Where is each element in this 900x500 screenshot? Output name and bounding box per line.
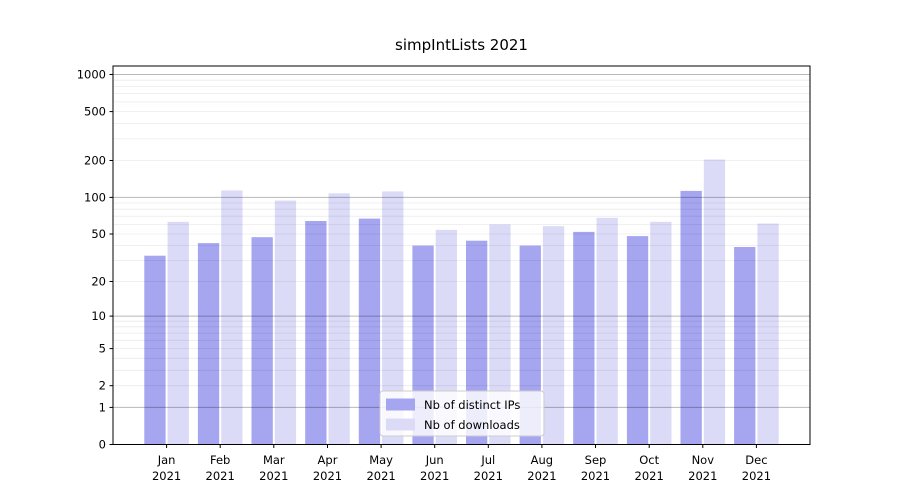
x-tick-label-year: 2021	[152, 469, 181, 483]
gridlines	[113, 74, 810, 408]
y-tick-label: 10	[91, 309, 106, 323]
bar-nov-downloads	[703, 159, 726, 445]
y-tick-label: 20	[91, 275, 106, 289]
bar-may-downloads	[382, 191, 404, 445]
x-tick-label-month: Sep	[585, 453, 607, 467]
x-tick-label-year: 2021	[688, 469, 717, 483]
x-tick-label-month: Mar	[263, 453, 285, 467]
x-tick-label-month: Jun	[425, 453, 444, 467]
y-tick-label: 500	[84, 105, 106, 119]
bar-dec-downloads	[757, 223, 779, 445]
y-tick-label: 0	[99, 438, 106, 452]
x-tick-label-year: 2021	[313, 469, 342, 483]
bar-sep-ips	[573, 231, 595, 445]
bar-mar-ips	[251, 237, 273, 445]
legend-swatch-distinct-ips	[386, 398, 415, 411]
bar-apr-ips	[305, 221, 327, 445]
bar-feb-downloads	[221, 190, 243, 445]
x-axis: Jan 2021 Feb 2021 Mar 2021 Apr 2021 May 2021 Jun 20…	[152, 444, 771, 483]
x-tick-label-month: Feb	[210, 453, 230, 467]
x-tick-label-year: 2021	[742, 469, 771, 483]
plot-border	[112, 65, 811, 445]
x-tick-label-month: May	[369, 453, 393, 467]
y-tick-label: 100	[84, 190, 106, 204]
x-tick-label-year: 2021	[527, 469, 556, 483]
bar-feb-ips	[197, 243, 220, 445]
bar-oct-ips	[626, 236, 649, 445]
x-tick-label-year: 2021	[635, 469, 664, 483]
x-tick-label-month: Jan	[157, 453, 176, 467]
y-tick-label: 5	[99, 342, 106, 356]
x-tick-label-month: Aug	[531, 453, 553, 467]
bar-dec-ips	[734, 247, 756, 445]
x-tick-label-month: Oct	[639, 453, 659, 467]
x-tick-label-year: 2021	[259, 469, 288, 483]
bar-nov-ips	[680, 190, 702, 445]
legend-label-distinct-ips: Nb of distinct IPs	[424, 398, 520, 412]
y-tick-label: 200	[84, 154, 106, 168]
x-tick-label-month: Jul	[480, 453, 495, 467]
x-tick-label-year: 2021	[206, 469, 235, 483]
legend-box	[379, 390, 545, 437]
x-tick-label-month: Dec	[745, 453, 767, 467]
legend: Nb of distinct IPs Nb of downloads	[379, 390, 545, 437]
legend-label-downloads: Nb of downloads	[424, 418, 520, 432]
bars-downloads	[167, 159, 779, 445]
bar-mar-downloads	[274, 200, 297, 445]
bar-jan-downloads	[167, 221, 189, 445]
bar-sep-downloads	[596, 217, 618, 445]
bar-jan-ips	[144, 255, 166, 445]
y-tick-label: 2	[99, 379, 106, 393]
x-tick-label-year: 2021	[420, 469, 449, 483]
bar-aug-downloads	[542, 226, 565, 445]
bar-jul-downloads	[489, 224, 511, 445]
bar-oct-downloads	[650, 221, 672, 445]
x-tick-label-month: Apr	[318, 453, 338, 467]
x-tick-label-year: 2021	[581, 469, 610, 483]
x-tick-label-year: 2021	[474, 469, 503, 483]
x-tick-label-year: 2021	[366, 469, 395, 483]
y-axis: 0 1 2 5 10 20 50 100 200 500 1000	[77, 68, 113, 452]
bar-apr-downloads	[328, 193, 350, 445]
x-tick-label-month: Nov	[692, 453, 715, 467]
y-tick-label: 1000	[77, 68, 106, 82]
bar-may-ips	[358, 218, 381, 445]
y-tick-label: 50	[91, 227, 106, 241]
legend-swatch-downloads	[386, 418, 415, 431]
chart-title: simpIntLists 2021	[395, 36, 528, 54]
y-tick-label: 1	[99, 400, 106, 414]
